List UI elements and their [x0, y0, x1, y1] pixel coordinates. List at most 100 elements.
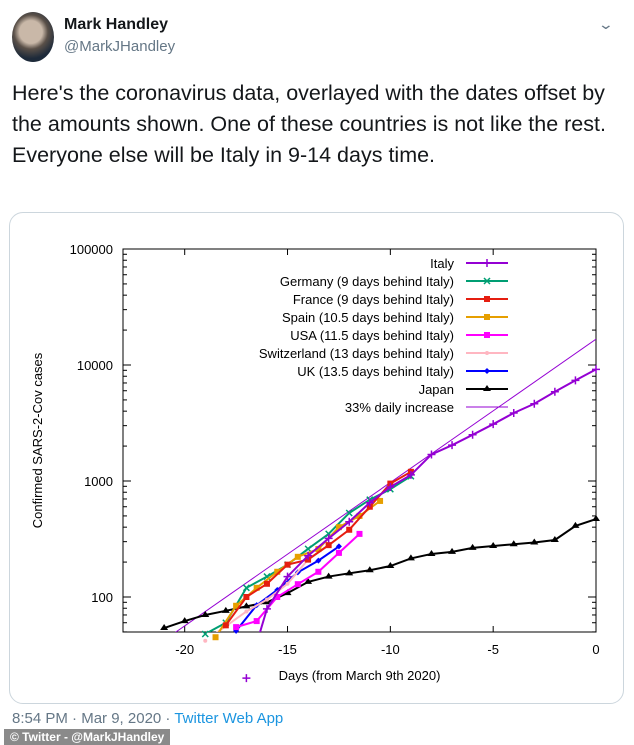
legend-label: Japan: [419, 382, 454, 397]
point-italy: [530, 399, 539, 408]
legend-marker: [484, 314, 490, 320]
point-switzerland: [244, 609, 249, 614]
legend-label: UK (13.5 days behind Italy): [297, 364, 454, 379]
point-japan: [345, 569, 354, 576]
point-uk: [335, 543, 342, 550]
avatar[interactable]: [12, 12, 54, 62]
x-tick-label: -5: [487, 642, 499, 657]
point-japan: [324, 572, 333, 579]
point-italy: [242, 674, 251, 683]
plot-frame: [122, 248, 597, 633]
series-33: [175, 338, 596, 632]
point-usa: [233, 624, 240, 631]
point-japan: [448, 547, 457, 554]
legend-marker: [484, 368, 490, 374]
point-japan: [160, 624, 169, 631]
point-france: [284, 561, 291, 568]
legend-label: Italy: [430, 256, 454, 271]
point-japan: [221, 606, 230, 613]
point-japan: [592, 515, 600, 522]
x-axis-label: Days (from March 9th 2020): [279, 668, 441, 683]
point-france: [366, 503, 373, 510]
point-germany: [201, 630, 209, 638]
y-tick-label: 1000: [84, 474, 113, 489]
line-33: [175, 338, 596, 632]
separator: ·: [161, 710, 175, 727]
point-japan: [489, 542, 498, 549]
point-italy: [509, 408, 518, 417]
point-france: [325, 542, 332, 549]
point-japan: [365, 566, 374, 573]
x-tick-label: -20: [175, 642, 194, 657]
point-usa: [294, 581, 301, 588]
series-uk: [235, 545, 340, 632]
point-spain: [274, 568, 281, 575]
point-usa: [335, 549, 342, 556]
point-usa: [274, 594, 281, 600]
point-japan: [304, 577, 313, 584]
point-italy: [345, 517, 354, 526]
legend-label: Germany (9 days behind Italy): [280, 274, 454, 289]
point-spain: [253, 584, 260, 591]
tweet-text: Here's the coronavirus data, overlayed w…: [12, 81, 606, 167]
legend-marker: [483, 385, 491, 391]
point-japan: [180, 617, 189, 624]
point-spain: [335, 524, 342, 531]
point-usa: [315, 568, 322, 575]
point-italy: [324, 534, 333, 543]
legend-marker: [483, 277, 491, 285]
point-italy: [571, 376, 580, 385]
point-japan: [509, 540, 518, 547]
point-france: [243, 594, 250, 600]
point-italy: [489, 420, 498, 429]
point-italy: [304, 551, 313, 560]
point-japan: [201, 610, 210, 617]
chart-image[interactable]: -20 -15 -10 -5 0 100 1000 10000 100000 Days (from…: [9, 212, 624, 704]
legend-marker: [484, 296, 490, 302]
tweet-time[interactable]: 8:54 PM: [12, 710, 68, 727]
point-japan: [468, 543, 477, 550]
point-italy: [262, 604, 271, 613]
legend-marker: [484, 332, 490, 338]
y-tick-label: 100: [91, 590, 113, 605]
point-japan: [571, 521, 580, 528]
point-uk: [315, 557, 322, 564]
point-japan: [550, 536, 559, 543]
tweet-date[interactable]: Mar 9, 2020: [81, 710, 162, 727]
point-france: [263, 580, 270, 587]
point-germany: [304, 545, 312, 553]
point-spain: [233, 602, 240, 609]
user-handle[interactable]: @MarkJHandley: [64, 38, 176, 55]
point-spain: [212, 634, 219, 641]
legend-label: 33% daily increase: [345, 400, 454, 415]
legend-label: USA (11.5 days behind Italy): [290, 328, 454, 343]
point-switzerland: [285, 581, 290, 586]
point-switzerland: [203, 638, 208, 643]
point-spain: [294, 553, 301, 560]
point-switzerland: [264, 597, 269, 602]
point-italy: [448, 441, 457, 450]
point-spain: [356, 512, 363, 519]
y-axis-label: Confirmed SARS-2-Cov cases: [30, 352, 45, 528]
point-italy: [468, 430, 477, 439]
point-italy: [386, 482, 395, 491]
source-link[interactable]: Twitter Web App: [174, 710, 284, 727]
y-tick-label: 100000: [70, 242, 113, 257]
x-tick-label: 0: [592, 642, 599, 657]
legend-marker: [485, 351, 489, 355]
user-name[interactable]: Mark Handley: [64, 16, 169, 33]
separator: ·: [67, 710, 82, 727]
legend-label: France (9 days behind Italy): [293, 292, 454, 307]
point-italy: [406, 470, 415, 479]
line-usa: [235, 533, 361, 629]
x-tick-label: -15: [278, 642, 297, 657]
point-germany: [242, 584, 250, 592]
point-spain: [377, 497, 384, 504]
legend-label: Spain (10.5 days behind Italy): [282, 310, 454, 325]
chevron-down-icon[interactable]: ⌄: [597, 16, 615, 32]
point-italy: [550, 387, 559, 396]
point-spain: [315, 546, 322, 553]
legend-label: Switzerland (13 days behind Italy): [259, 346, 454, 361]
point-japan: [242, 602, 251, 609]
point-italy: [365, 498, 374, 507]
